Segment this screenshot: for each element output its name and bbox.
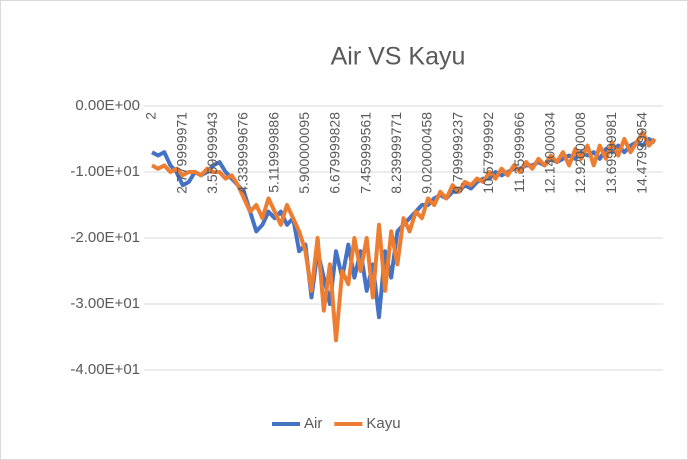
series-line xyxy=(151,130,657,343)
y-tick-label: -2.00E+01 xyxy=(70,229,140,246)
x-tick-label: 8.239999771 xyxy=(388,112,404,194)
x-tick-label: 9.799999237 xyxy=(449,112,465,194)
legend-label: Air xyxy=(304,415,322,432)
chart-title: Air VS Kayu xyxy=(331,43,466,71)
x-tick-label: 10.57999992 xyxy=(480,112,496,194)
x-tick-label: 9.020000458 xyxy=(419,112,435,194)
y-tick-label: 0.00E+00 xyxy=(75,97,140,114)
x-tick-label: 13.69999981 xyxy=(603,112,619,194)
x-tick-label: 6.679999828 xyxy=(327,112,343,194)
x-tick-label: 2 xyxy=(143,112,159,120)
y-tick-label: -4.00E+01 xyxy=(70,361,140,378)
x-tick-label: 4.339999676 xyxy=(235,112,251,194)
x-tick-label: 2.779999971 xyxy=(173,112,189,194)
x-tick-label: 5.119999886 xyxy=(265,112,281,193)
y-tick-label: -3.00E+01 xyxy=(70,295,140,312)
y-tick-label: -1.00E+01 xyxy=(70,163,140,180)
x-tick-label: 14.47999954 xyxy=(633,112,649,194)
x-tick-label: 5.900000095 xyxy=(296,112,312,194)
x-tick-label: 12.14000034 xyxy=(541,112,557,194)
x-tick-label: 11.35999966 xyxy=(511,112,527,193)
x-tick-label: 12.92000008 xyxy=(572,112,588,194)
legend-label: Kayu xyxy=(366,415,400,432)
x-tick-label: 3.559999943 xyxy=(204,112,220,194)
x-tick-label: 7.459999561 xyxy=(357,112,373,194)
